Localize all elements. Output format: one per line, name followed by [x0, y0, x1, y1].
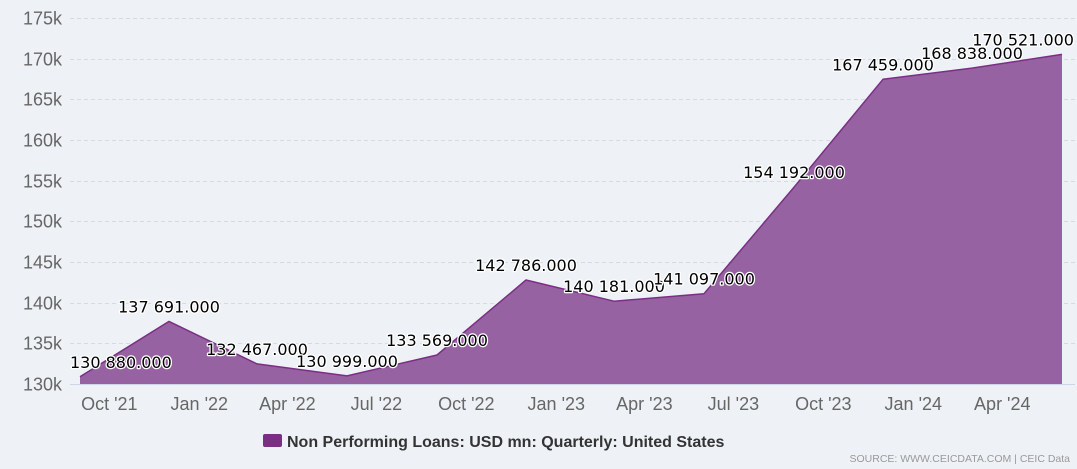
x-tick-label: Jan '24 — [885, 394, 942, 414]
legend-label[interactable]: Non Performing Loans: USD mn: Quarterly:… — [287, 434, 724, 451]
data-point — [254, 361, 260, 367]
x-tick-label: Apr '24 — [974, 394, 1030, 414]
data-label: 142 786.000 — [475, 256, 577, 275]
data-label: 130 999.000 — [296, 352, 398, 371]
data-label: 170 521.000 — [972, 30, 1074, 49]
y-tick-label: 155k — [23, 172, 63, 192]
legend-swatch[interactable] — [263, 434, 282, 447]
data-point — [611, 298, 617, 304]
data-point — [344, 373, 350, 379]
data-label: 168 838.000 — [921, 44, 1023, 63]
legend-item[interactable]: Non Performing Loans: USD mn: Quarterly:… — [263, 434, 724, 451]
series-line — [79, 53, 1063, 378]
x-tick-label: Oct '21 — [81, 394, 137, 414]
data-point — [701, 291, 707, 297]
series-area — [80, 54, 1062, 385]
data-label: 133 569.000 — [386, 331, 488, 350]
data-label: 130 880.000 — [70, 353, 172, 372]
data-point — [880, 76, 886, 82]
x-tick-label: Jul '23 — [708, 394, 759, 414]
y-tick-label: 145k — [23, 253, 63, 273]
x-tick-label: Apr '23 — [616, 394, 672, 414]
y-tick-label: 150k — [23, 212, 63, 232]
y-tick-label: 130k — [23, 375, 63, 395]
x-tick-label: Oct '23 — [795, 394, 851, 414]
y-axis: 130k 135k 140k 145k 150k 155k 160k 165k 170k 175k — [23, 9, 63, 395]
data-label: 154 192.000 — [743, 163, 845, 182]
data-label: 140 181.000 — [563, 277, 665, 296]
source-credit[interactable]: SOURCE: WWW.CEICDATA.COM | CEIC Data — [849, 453, 1070, 465]
x-tick-label: Oct '22 — [438, 394, 494, 414]
y-tick-label: 135k — [23, 334, 63, 354]
x-tick-label: Jan '23 — [528, 394, 585, 414]
x-tick-label: Jan '22 — [171, 394, 228, 414]
y-tick-label: 160k — [23, 131, 63, 151]
y-tick-label: 140k — [23, 294, 63, 314]
data-point — [434, 352, 440, 358]
series-group — [77, 51, 1065, 385]
y-tick-label: 170k — [23, 50, 63, 70]
data-point — [969, 65, 975, 71]
data-point — [791, 184, 797, 190]
data-label: 141 097.000 — [653, 270, 755, 289]
x-axis: Oct '21 Jan '22 Apr '22 Jul '22 Oct '22 Jan '… — [70, 384, 1075, 414]
data-point — [77, 374, 83, 380]
y-tick-label: 165k — [23, 90, 63, 110]
data-label: 167 459.000 — [832, 55, 934, 74]
x-tick-label: Jul '22 — [351, 394, 402, 414]
data-point — [1059, 51, 1065, 57]
x-tick-label: Apr '22 — [259, 394, 315, 414]
data-point — [523, 277, 529, 283]
data-label: 132 467.000 — [206, 340, 308, 359]
data-label: 137 691.000 — [118, 297, 220, 316]
y-tick-label: 175k — [23, 9, 63, 29]
data-point — [166, 318, 172, 324]
